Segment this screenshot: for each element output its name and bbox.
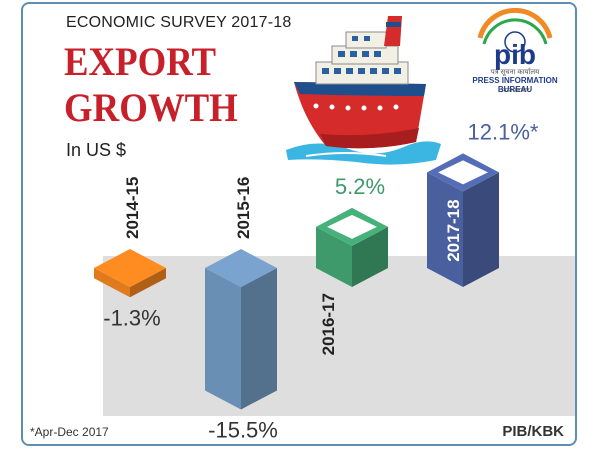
bar-top-opening bbox=[438, 160, 488, 185]
bar-2014-15 bbox=[94, 249, 166, 298]
logo-govt-text: भारत सरकार bbox=[500, 88, 530, 94]
year-label-2015-16: 2015-16 bbox=[234, 177, 253, 239]
bar-2015-16 bbox=[205, 249, 277, 410]
pib-logo: pib bbox=[477, 8, 553, 70]
chart-background-panel bbox=[103, 256, 575, 416]
bar-right-face bbox=[241, 268, 277, 410]
title-line-2: GROWTH bbox=[64, 85, 238, 130]
value-label-2014-15: -1.3% bbox=[103, 305, 160, 330]
value-label-2017-18: 12.1%* bbox=[468, 119, 539, 144]
bar-2016-17 bbox=[316, 207, 388, 287]
year-label-2017-18: 2017-18 bbox=[444, 199, 463, 261]
year-label-2014-15: 2014-15 bbox=[123, 177, 142, 239]
bar-left-face bbox=[316, 226, 352, 287]
bar-right-face bbox=[352, 226, 388, 287]
bar-top-face bbox=[94, 249, 166, 287]
bar-top-face bbox=[205, 249, 277, 287]
bar-left-face bbox=[427, 172, 463, 287]
value-label-2015-16: -15.5% bbox=[208, 417, 278, 442]
title-line-1: EXPORT bbox=[64, 39, 217, 84]
value-label-2016-17: 5.2% bbox=[335, 174, 385, 199]
bar-right-face bbox=[130, 268, 166, 298]
survey-label: ECONOMIC SURVEY 2017-18 bbox=[66, 14, 292, 31]
bar-2017-18 bbox=[427, 153, 499, 287]
credit-label: PIB/KBK bbox=[502, 423, 564, 440]
ship-icon bbox=[286, 16, 441, 165]
logo-name-text: PRESS INFORMATION BUREAU bbox=[472, 76, 558, 94]
year-label-2016-17: 2016-17 bbox=[319, 293, 338, 355]
bar-right-face bbox=[463, 172, 499, 287]
bar-left-face bbox=[205, 268, 241, 410]
bar-top-opening bbox=[327, 214, 377, 239]
unit-label: In US $ bbox=[66, 140, 127, 160]
pib-logo-mark: pib bbox=[494, 39, 536, 70]
footnote: *Apr-Dec 2017 bbox=[30, 425, 109, 439]
logo-hindi-text: पत्र सूचना कार्यालय bbox=[490, 69, 540, 76]
bar-left-face bbox=[94, 268, 130, 298]
